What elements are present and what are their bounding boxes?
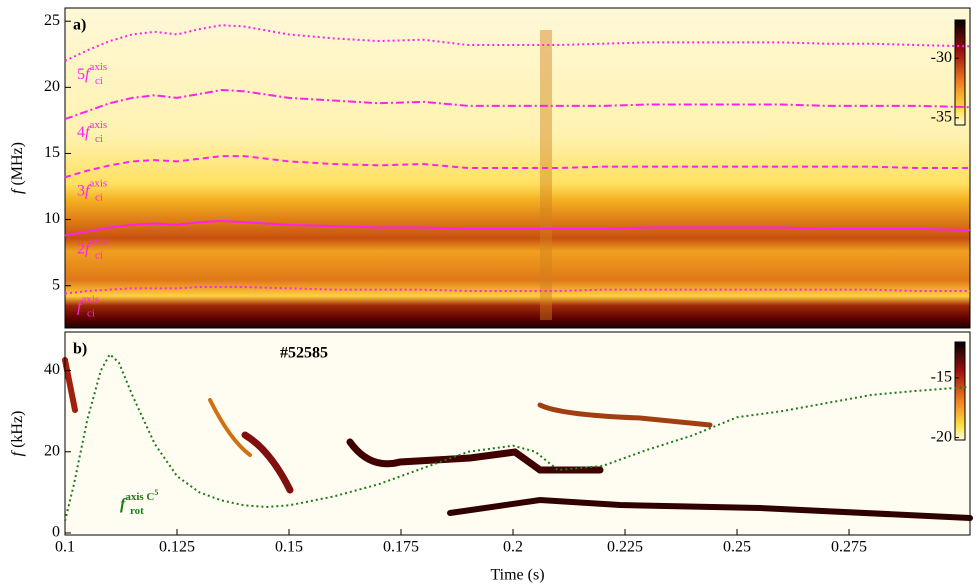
label-sup: axis bbox=[89, 235, 107, 247]
curve-label: 3faxis ci bbox=[77, 177, 107, 203]
curve-label: 5faxis ci bbox=[77, 60, 107, 86]
y-axis-label: f (MHz) bbox=[9, 142, 26, 194]
y-tick-label: 25 bbox=[44, 12, 60, 29]
y-tick-label: 10 bbox=[44, 210, 60, 227]
label-prefix: 4 bbox=[77, 124, 85, 141]
curve bbox=[64, 88, 971, 121]
x-tick-label: 0.1 bbox=[55, 539, 75, 556]
curve bbox=[64, 219, 971, 237]
axes-frame bbox=[64, 331, 971, 536]
label-sub: ci bbox=[95, 74, 103, 86]
label-sup: axis bbox=[81, 293, 99, 305]
x-axis-label: Time (s) bbox=[490, 567, 544, 584]
x-tick-label: 0.275 bbox=[831, 539, 867, 556]
y-axis-label-unit: (kHz) bbox=[9, 411, 26, 452]
curve bbox=[64, 352, 971, 522]
y-tick-label: 40 bbox=[44, 361, 60, 378]
label-prefix: 5 bbox=[77, 66, 85, 83]
curve bbox=[64, 24, 971, 62]
label-symbol: f bbox=[85, 182, 92, 199]
y-tick-label: 20 bbox=[44, 78, 60, 95]
label-prefix: 2 bbox=[77, 240, 85, 257]
label-sub: ci bbox=[95, 191, 103, 203]
x-tick-label: 0.175 bbox=[383, 539, 419, 556]
x-tick-label: 0.15 bbox=[275, 539, 303, 556]
label-symbol: f bbox=[85, 124, 92, 141]
panel-label: b) bbox=[73, 341, 87, 358]
curve bbox=[64, 155, 970, 179]
colorbar-tick-label: -20 bbox=[931, 428, 952, 445]
colorbar-tick-label: -30 bbox=[931, 49, 952, 66]
colorbar-tick-label: -35 bbox=[931, 109, 952, 126]
colorbar bbox=[954, 19, 966, 126]
axes-frame bbox=[64, 7, 971, 329]
x-tick-label: 0.225 bbox=[607, 539, 643, 556]
label-sup-exp: 5 bbox=[154, 488, 158, 497]
y-axis-label-symbol: f bbox=[9, 449, 26, 456]
curve-label: faxis C5 rot bbox=[120, 488, 158, 517]
label-symbol: f bbox=[120, 496, 127, 513]
y-tick-label: 5 bbox=[52, 276, 60, 293]
colorbar bbox=[954, 341, 966, 441]
spectral-features bbox=[62, 30, 973, 521]
x-tick-label: 0.25 bbox=[723, 539, 751, 556]
label-symbol: f bbox=[85, 66, 92, 83]
label-prefix: 3 bbox=[77, 182, 85, 199]
label-sub: rot bbox=[130, 505, 144, 517]
label-sub: ci bbox=[87, 307, 95, 319]
y-axis-label: f (kHz) bbox=[9, 411, 26, 457]
curve-label: faxis ci bbox=[77, 293, 99, 319]
y-tick-label: 20 bbox=[44, 442, 60, 459]
curve-label: 4faxis ci bbox=[77, 119, 107, 145]
colorbar-tick-label: -15 bbox=[931, 369, 952, 386]
label-sup: axis bbox=[89, 60, 107, 72]
label-sub: ci bbox=[95, 249, 103, 261]
x-tick-label: 0.2 bbox=[503, 539, 523, 556]
curve-label: 2faxis ci bbox=[77, 235, 107, 261]
label-sup: axis bbox=[89, 119, 107, 131]
y-tick-label: 15 bbox=[44, 144, 60, 161]
label-symbol: f bbox=[85, 240, 92, 257]
label-symbol: f bbox=[77, 298, 84, 315]
x-tick-label: 0.125 bbox=[159, 539, 195, 556]
y-axis-label-symbol: f bbox=[9, 187, 26, 194]
label-sup: axis C bbox=[125, 491, 154, 503]
shot-number: #52585 bbox=[280, 345, 328, 362]
label-sub: ci bbox=[95, 133, 103, 145]
y-tick-label: 0 bbox=[52, 524, 60, 541]
panel-label: a) bbox=[73, 17, 86, 34]
y-axis-label-unit: (MHz) bbox=[9, 142, 26, 190]
label-sup: axis bbox=[89, 177, 107, 189]
